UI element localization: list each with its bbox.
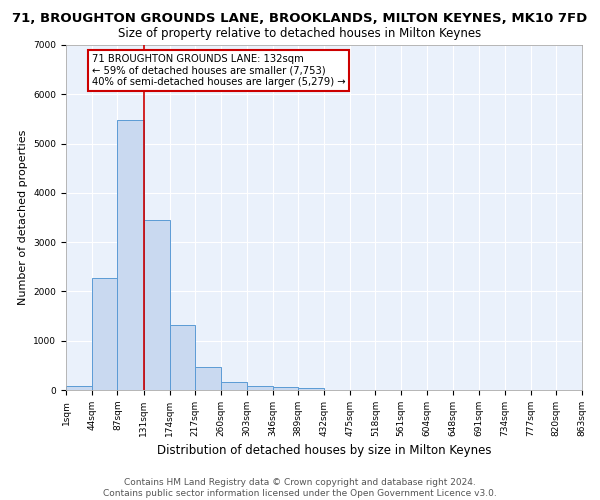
Text: 71 BROUGHTON GROUNDS LANE: 132sqm
← 59% of detached houses are smaller (7,753)
4: 71 BROUGHTON GROUNDS LANE: 132sqm ← 59% … <box>92 54 346 87</box>
Text: Size of property relative to detached houses in Milton Keynes: Size of property relative to detached ho… <box>118 28 482 40</box>
X-axis label: Distribution of detached houses by size in Milton Keynes: Distribution of detached houses by size … <box>157 444 491 458</box>
Y-axis label: Number of detached properties: Number of detached properties <box>18 130 28 305</box>
Bar <box>195 368 221 390</box>
Bar <box>247 386 272 390</box>
Bar <box>170 326 195 390</box>
Bar <box>118 120 144 390</box>
Bar <box>221 382 247 390</box>
Text: 71, BROUGHTON GROUNDS LANE, BROOKLANDS, MILTON KEYNES, MK10 7FD: 71, BROUGHTON GROUNDS LANE, BROOKLANDS, … <box>13 12 587 26</box>
Bar <box>298 388 324 390</box>
Text: Contains HM Land Registry data © Crown copyright and database right 2024.
Contai: Contains HM Land Registry data © Crown c… <box>103 478 497 498</box>
Bar <box>144 220 170 390</box>
Bar <box>92 278 118 390</box>
Bar <box>272 388 298 390</box>
Bar <box>66 386 92 390</box>
